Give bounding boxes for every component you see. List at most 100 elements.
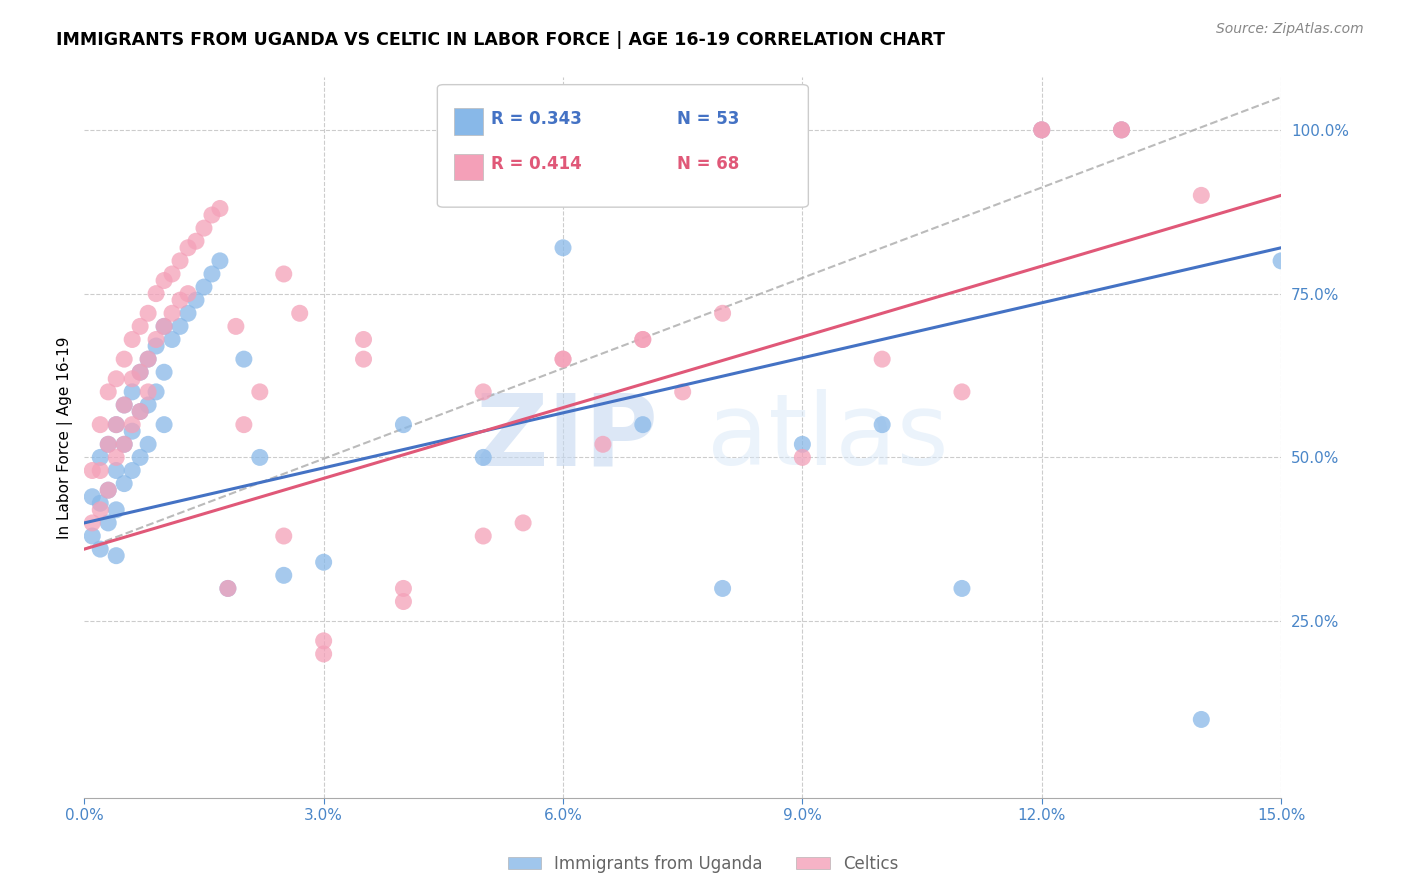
Point [136,352,159,367]
Point [105,417,128,432]
Point [353,333,375,347]
Point [672,384,695,399]
Point [950,582,973,596]
Y-axis label: In Labor Force | Age 16-19: In Labor Force | Age 16-19 [58,336,73,539]
Point [870,417,893,432]
Point [225,319,247,334]
Point [711,306,734,320]
Point [472,529,495,543]
Point [232,352,254,367]
Point [392,582,415,596]
Point [105,372,128,386]
Point [208,253,231,268]
Point [105,450,128,465]
Text: Source: ZipAtlas.com: Source: ZipAtlas.com [1216,22,1364,37]
Point [89,417,111,432]
Point [512,516,534,530]
Point [592,437,614,451]
Point [631,333,654,347]
Point [82,516,104,530]
Point [201,208,224,222]
Point [177,286,200,301]
Point [105,463,128,477]
Point [82,463,104,477]
Point [136,398,159,412]
Point [136,384,159,399]
Point [112,437,135,451]
Text: atlas: atlas [707,389,948,486]
Point [1270,253,1292,268]
Point [472,450,495,465]
Point [129,404,152,418]
Point [232,417,254,432]
Point [631,417,654,432]
Point [82,490,104,504]
Point [121,333,143,347]
Point [1031,123,1053,137]
Point [392,594,415,608]
Point [551,241,574,255]
Point [112,398,135,412]
Point [121,372,143,386]
Point [169,293,191,308]
Point [184,293,207,308]
Point [711,582,734,596]
Point [136,437,159,451]
Point [631,333,654,347]
Point [177,306,200,320]
Legend: Immigrants from Uganda, Celtics: Immigrants from Uganda, Celtics [501,848,905,880]
Point [312,555,335,569]
Point [1111,123,1133,137]
Point [153,417,176,432]
Point [89,496,111,510]
Text: ZIP: ZIP [475,389,659,486]
Point [145,286,167,301]
Point [472,384,495,399]
Point [169,319,191,334]
Point [169,253,191,268]
Point [153,365,176,379]
Point [1189,188,1212,202]
Point [121,463,143,477]
Point [392,417,415,432]
Point [97,437,120,451]
Point [97,516,120,530]
Point [870,352,893,367]
Point [97,437,120,451]
Point [160,267,183,281]
Point [129,404,152,418]
Point [129,365,152,379]
Point [105,549,128,563]
Point [273,267,295,281]
Point [97,483,120,498]
FancyBboxPatch shape [454,109,482,135]
Point [288,306,311,320]
Point [153,319,176,334]
Point [129,450,152,465]
Point [121,424,143,438]
Point [273,568,295,582]
Point [112,476,135,491]
FancyBboxPatch shape [454,153,482,180]
Point [82,529,104,543]
Point [193,280,215,294]
Point [145,384,167,399]
Text: N = 53: N = 53 [676,110,740,128]
Point [217,582,239,596]
Point [1189,713,1212,727]
Point [193,221,215,235]
Point [136,352,159,367]
Text: IMMIGRANTS FROM UGANDA VS CELTIC IN LABOR FORCE | AGE 16-19 CORRELATION CHART: IMMIGRANTS FROM UGANDA VS CELTIC IN LABO… [56,31,945,49]
Point [105,503,128,517]
Point [89,463,111,477]
Point [312,633,335,648]
Point [184,234,207,248]
Point [121,384,143,399]
Point [249,384,271,399]
Point [89,542,111,557]
Point [201,267,224,281]
Point [1031,123,1053,137]
Point [1031,123,1053,137]
Point [153,273,176,287]
Point [1111,123,1133,137]
